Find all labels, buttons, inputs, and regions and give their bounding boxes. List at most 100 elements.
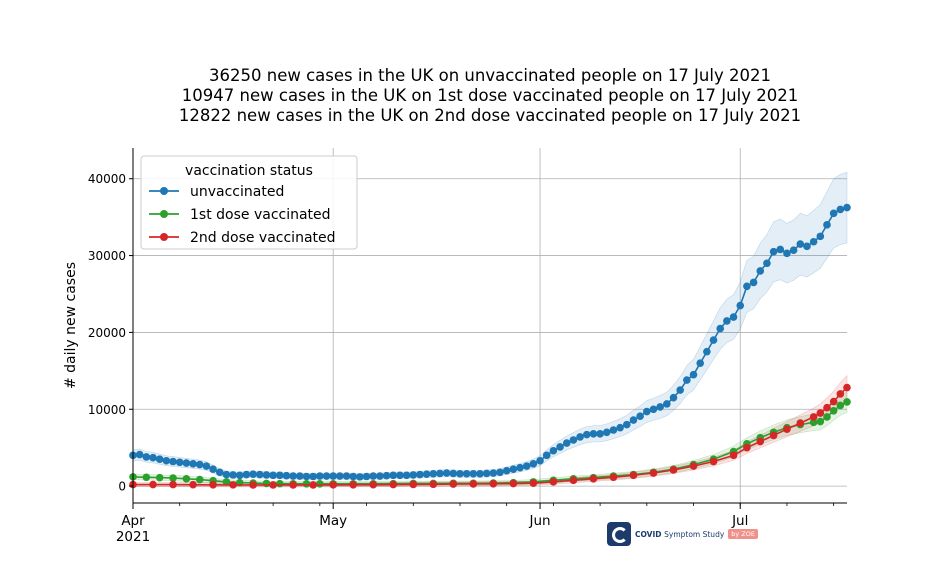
data-point	[569, 436, 578, 444]
data-point	[816, 232, 825, 241]
data-point	[836, 390, 845, 398]
data-point	[616, 423, 624, 432]
data-point	[569, 476, 578, 485]
data-point	[249, 481, 257, 489]
data-point	[582, 430, 591, 439]
data-point	[836, 401, 845, 410]
data-point	[149, 480, 157, 489]
data-point	[209, 465, 217, 473]
data-point	[803, 242, 811, 251]
data-point	[235, 471, 244, 480]
data-point	[222, 478, 231, 486]
data-point	[362, 472, 371, 481]
y-tick-label: 10000	[88, 403, 126, 417]
data-point	[843, 398, 851, 406]
data-point	[276, 471, 284, 480]
data-point	[169, 480, 177, 489]
logo-badge: by ZOE	[728, 529, 758, 539]
data-point	[382, 471, 391, 480]
data-point	[776, 245, 785, 254]
data-point	[309, 472, 317, 481]
x-tick-label: Apr	[121, 513, 145, 529]
legend-swatch-marker	[160, 210, 168, 218]
data-point	[195, 460, 204, 469]
data-point	[689, 462, 698, 470]
data-point	[596, 430, 604, 438]
data-point	[836, 205, 845, 214]
data-point	[476, 470, 484, 478]
data-point	[636, 412, 644, 420]
data-point	[436, 469, 444, 478]
data-point	[816, 409, 825, 417]
data-point	[843, 203, 851, 212]
data-point	[249, 470, 257, 478]
data-point	[276, 479, 284, 488]
data-point	[502, 466, 511, 475]
data-point	[609, 426, 618, 434]
legend: vaccination status unvaccinated 1st dose v…	[140, 155, 358, 250]
data-point	[369, 480, 378, 489]
data-point	[396, 471, 404, 480]
data-point	[469, 470, 478, 478]
data-point	[809, 418, 818, 427]
legend-box	[140, 155, 358, 250]
data-point	[743, 282, 751, 291]
x-tick-label: Jun	[528, 513, 550, 529]
series-2nd-dose-vaccinated	[129, 383, 851, 489]
data-point	[809, 413, 818, 421]
data-point	[609, 473, 618, 482]
data-point	[169, 474, 177, 482]
data-point	[602, 428, 611, 437]
data-point	[509, 465, 518, 473]
data-point	[829, 406, 838, 415]
confidence-band	[132, 391, 848, 487]
data-point	[696, 359, 704, 367]
data-point	[556, 443, 564, 451]
chart-title-line-1: 36250 new cases in the UK on unvaccinate…	[209, 66, 771, 85]
series-unvaccinated	[129, 203, 851, 481]
data-point	[549, 446, 558, 455]
data-point	[809, 237, 818, 246]
data-point	[723, 317, 731, 325]
data-point	[796, 419, 805, 427]
data-point	[589, 474, 598, 483]
data-point	[769, 431, 778, 440]
data-point	[529, 460, 538, 468]
data-point	[676, 386, 684, 394]
data-point	[409, 480, 418, 489]
data-point	[649, 469, 658, 477]
data-point	[262, 479, 271, 488]
data-point	[829, 209, 838, 218]
data-point	[182, 474, 191, 483]
data-point	[356, 473, 364, 481]
data-point	[402, 471, 411, 480]
data-point	[589, 430, 598, 438]
legend-label: 1st dose vaccinated	[190, 207, 331, 223]
data-point	[155, 455, 164, 464]
data-point	[316, 479, 324, 488]
data-point	[469, 480, 478, 488]
data-point	[763, 259, 771, 268]
data-point	[229, 481, 237, 489]
legend-title: vaccination status	[185, 163, 313, 179]
data-point	[823, 403, 831, 412]
data-point	[462, 470, 471, 478]
data-point	[195, 475, 204, 484]
data-point	[302, 472, 311, 481]
data-point	[789, 246, 798, 254]
data-point	[576, 433, 584, 441]
data-point	[829, 397, 838, 406]
data-point	[816, 417, 825, 426]
data-point	[549, 478, 558, 486]
data-point	[783, 425, 791, 434]
data-point	[289, 481, 297, 489]
data-point	[509, 479, 518, 488]
data-point	[209, 480, 217, 489]
data-point	[429, 480, 438, 489]
data-point	[536, 456, 544, 465]
data-point	[242, 470, 251, 479]
data-point	[349, 480, 358, 489]
legend-label: 2nd dose vaccinated	[190, 230, 336, 246]
data-point	[389, 471, 398, 480]
data-point	[422, 470, 431, 478]
